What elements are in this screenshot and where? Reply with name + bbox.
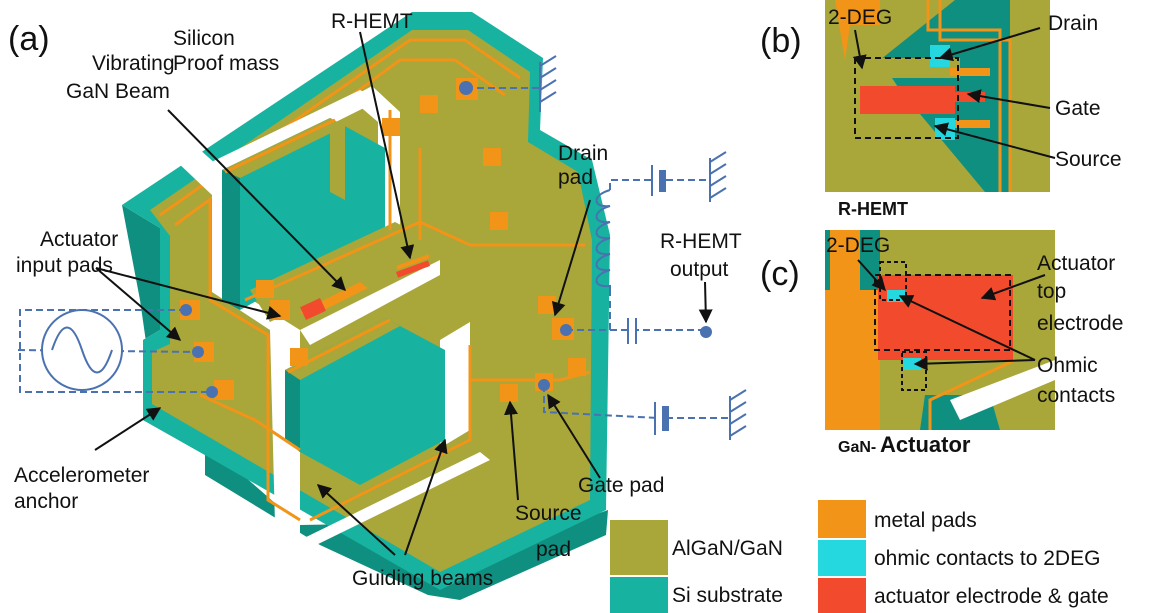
- annotation-arrows: [94, 31, 713, 556]
- inductor-icon: [595, 189, 611, 296]
- label-anchor: anchor: [14, 490, 78, 513]
- label-input-pads: input pads: [16, 254, 113, 277]
- label-proof-mass: Proof mass: [173, 52, 279, 75]
- beam-actuator: [300, 298, 326, 320]
- label-b-drain: Drain: [1048, 12, 1098, 35]
- panel-label-b: (b): [760, 22, 802, 60]
- ac-source: [41, 309, 123, 391]
- label-accelerometer: Accelerometer: [14, 464, 149, 487]
- label-guiding-beams: Guiding beams: [352, 567, 493, 590]
- battery-icon: [651, 165, 669, 435]
- frame-opening-left: [175, 148, 300, 540]
- connection-dots: [180, 81, 712, 398]
- rhemt-gate: [395, 260, 431, 278]
- legend-label-metal: metal pads: [874, 509, 977, 532]
- legend-label-ohmic: ohmic contacts to 2DEG: [874, 547, 1100, 570]
- label-c-contacts: contacts: [1037, 384, 1115, 407]
- caption-c-prefix: GaN-: [838, 439, 876, 456]
- legend-swatch-si: [610, 577, 668, 613]
- panel-b-inset: [825, 0, 1050, 192]
- legend-label-si: Si substrate: [672, 584, 783, 607]
- legend-swatch-ohmic: [818, 540, 866, 576]
- label-c-2deg: 2-DEG: [826, 234, 890, 257]
- label-drain-pad: pad: [558, 166, 593, 189]
- panel-label-c: (c): [760, 255, 800, 293]
- labels: (a) (b) (c) Silicon Proof mass Vibrating…: [8, 6, 1123, 608]
- legend-swatches: [610, 500, 866, 613]
- panel-label-a: (a): [8, 20, 50, 58]
- label-gate-pad: Gate pad: [578, 474, 664, 497]
- label-b-gate: Gate: [1055, 97, 1101, 120]
- main-device: [122, 12, 610, 600]
- panel-c-inset: [825, 230, 1055, 430]
- label-drain: Drain: [558, 142, 608, 165]
- label-b-2deg: 2-DEG: [828, 6, 892, 29]
- label-rhemt-output-2: output: [670, 258, 729, 281]
- label-c-electrode: electrode: [1037, 312, 1123, 335]
- label-source: Source: [515, 502, 582, 525]
- panel-b-arrows: [852, 27, 1056, 159]
- label-rhemt-output-1: R-HEMT: [660, 230, 742, 253]
- label-gan-beam: GaN Beam: [66, 80, 170, 103]
- legend-label-algan: AlGaN/GaN: [672, 537, 783, 560]
- label-actuator: Actuator: [40, 228, 118, 251]
- label-vibrating: Vibrating: [92, 52, 175, 75]
- legend-swatch-electrode: [818, 578, 866, 613]
- ground-icon: [539, 55, 747, 440]
- label-c-ohmic: Ohmic: [1037, 354, 1098, 377]
- legend-swatch-metal: [818, 500, 866, 538]
- label-c-actuator: Actuator: [1037, 252, 1115, 275]
- caption-b: R-HEMT: [838, 199, 908, 219]
- panel-c-arrows: [857, 259, 1046, 371]
- label-c-top: top: [1037, 280, 1066, 303]
- label-b-source: Source: [1055, 148, 1122, 171]
- label-rhemt: R-HEMT: [331, 10, 413, 33]
- legend-label-electrode: actuator electrode & gate: [874, 585, 1109, 608]
- label-source-pad: pad: [536, 538, 571, 561]
- capacitor-icon: [627, 318, 637, 344]
- caption-c-main: Actuator: [880, 432, 971, 457]
- legend-swatch-algan: [610, 520, 668, 575]
- label-silicon: Silicon: [173, 27, 235, 50]
